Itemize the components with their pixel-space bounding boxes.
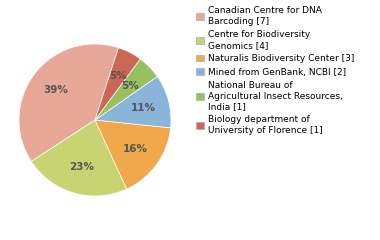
Text: 16%: 16% — [123, 144, 148, 154]
Wedge shape — [95, 48, 140, 120]
Wedge shape — [95, 77, 171, 128]
Text: 23%: 23% — [69, 162, 94, 173]
Wedge shape — [95, 120, 171, 189]
Text: 5%: 5% — [122, 81, 139, 90]
Wedge shape — [31, 120, 127, 196]
Text: 39%: 39% — [43, 85, 68, 95]
Text: 5%: 5% — [109, 71, 127, 81]
Legend: Canadian Centre for DNA
Barcoding [7], Centre for Biodiversity
Genomics [4], Nat: Canadian Centre for DNA Barcoding [7], C… — [195, 5, 356, 137]
Wedge shape — [19, 44, 119, 162]
Wedge shape — [95, 59, 157, 120]
Text: 11%: 11% — [130, 103, 155, 113]
